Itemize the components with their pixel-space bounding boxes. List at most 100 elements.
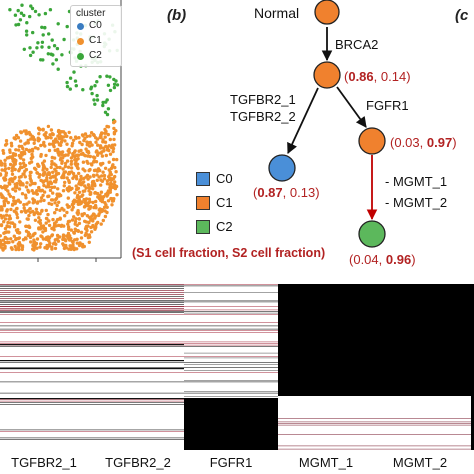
heatmap-cell <box>0 346 278 347</box>
scatter-point <box>1 238 5 242</box>
heatmap-cell <box>278 418 474 419</box>
scatter-point <box>30 152 34 157</box>
scatter-point <box>51 170 55 174</box>
scatter-point <box>70 218 75 222</box>
scatter-point <box>51 242 56 246</box>
edge-label-tgfbr2-2: TGFBR2_2 <box>230 109 296 124</box>
scatter-point <box>10 169 14 173</box>
scatter-point <box>12 160 16 164</box>
scatter-point <box>72 230 76 235</box>
scatter-point <box>94 199 98 204</box>
edge-c1-c0 <box>287 87 319 154</box>
scatter-point <box>82 180 86 184</box>
scatter-point <box>98 144 103 148</box>
scatter-point <box>7 214 12 218</box>
scatter-point <box>85 203 89 208</box>
heatmap-cell <box>184 292 278 293</box>
scatter-point <box>115 157 119 162</box>
scatter-point <box>100 154 105 158</box>
scatter-point <box>18 154 23 159</box>
scatter-point <box>95 93 99 98</box>
scatter-point <box>52 185 57 189</box>
scatter-point <box>14 237 19 241</box>
scatter-point <box>23 169 27 173</box>
scatter-point <box>103 140 108 144</box>
scatter-point <box>2 176 7 180</box>
scatter-point <box>15 215 20 220</box>
scatter-point <box>67 130 71 135</box>
scatter-point <box>108 152 113 156</box>
scatter-point <box>39 154 43 158</box>
scatter-point <box>11 187 15 191</box>
scatter-point <box>87 189 91 193</box>
scatter-point <box>37 13 41 17</box>
scatter-point <box>65 210 69 215</box>
scatter-point <box>8 148 12 152</box>
scatter-point <box>33 246 37 250</box>
scatter-point <box>55 165 59 170</box>
fraction-c2-s2: 0.96 <box>385 252 412 267</box>
scatter-point <box>68 76 73 80</box>
scatter-point <box>63 131 67 136</box>
scatter-point <box>30 6 35 11</box>
scatter-point <box>99 151 103 155</box>
scatter-point <box>10 203 15 207</box>
scatter-point <box>46 124 51 129</box>
scatter-point <box>91 132 96 137</box>
scatter-point <box>19 210 24 214</box>
heatmap-cell <box>184 300 278 301</box>
scatter-point <box>74 136 78 140</box>
heatmap-cell <box>0 301 278 303</box>
scatter-point <box>33 181 37 186</box>
scatter-point <box>46 52 50 56</box>
scatter-point <box>50 247 54 251</box>
root-label: Normal <box>254 5 300 21</box>
scatter-point <box>66 165 71 169</box>
tree-legend-label-c0: C0 <box>216 171 233 186</box>
scatter-point <box>71 138 76 142</box>
fraction-c0: (0.87, 0.13) <box>253 185 320 200</box>
scatter-point <box>108 88 113 93</box>
scatter-point <box>24 141 29 145</box>
scatter-point <box>51 62 55 66</box>
scatter-point <box>76 157 80 161</box>
scatter-point <box>9 207 13 212</box>
scatter-point <box>47 142 52 146</box>
heatmap-cell <box>0 308 184 309</box>
scatter-point <box>94 225 98 229</box>
scatter-point <box>112 137 116 142</box>
scatter-point <box>85 140 89 144</box>
scatter-point <box>71 240 75 245</box>
scatter-point <box>18 183 23 187</box>
scatter-point <box>16 8 20 13</box>
heatmap-cell <box>0 294 184 295</box>
scatter-point <box>107 148 111 153</box>
scatter-point <box>58 165 62 170</box>
scatter-point <box>79 174 83 179</box>
fraction-c0-s1: 0.87 <box>257 185 283 200</box>
scatter-point <box>40 25 44 29</box>
scatter-point <box>28 46 32 50</box>
scatter-point <box>51 217 55 222</box>
fraction-legend-note: (S1 cell fraction, S2 cell fraction) <box>132 246 326 260</box>
scatter-point <box>37 164 41 168</box>
scatter-point <box>50 234 54 238</box>
scatter-point <box>61 189 66 193</box>
scatter-point <box>107 175 111 179</box>
scatter-point <box>94 140 98 144</box>
scatter-point <box>38 221 43 226</box>
scatter-point <box>79 183 84 187</box>
scatter-point <box>50 159 54 164</box>
scatter-point <box>31 50 35 54</box>
scatter-point <box>0 223 4 227</box>
scatter-point <box>94 136 98 140</box>
scatter-point <box>45 217 49 221</box>
scatter-point <box>6 200 10 205</box>
scatter-point <box>53 148 57 152</box>
scatter-point <box>85 159 89 164</box>
scatter-point <box>22 150 27 155</box>
fraction-c1-s1: 0.86 <box>348 69 374 84</box>
scatter-point <box>65 84 70 89</box>
scatter-point <box>48 176 53 180</box>
scatter-point <box>50 202 54 206</box>
